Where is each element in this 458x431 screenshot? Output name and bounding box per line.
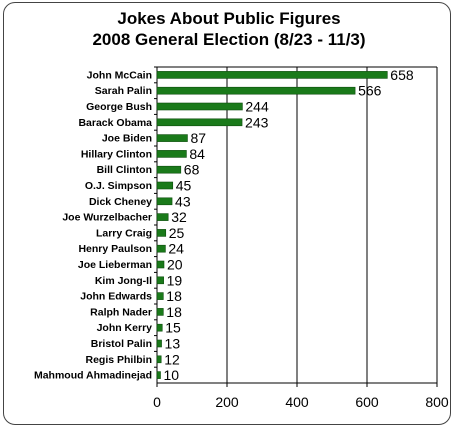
value-label: 24 — [168, 241, 184, 257]
bar — [156, 134, 188, 142]
category-label: Henry Paulson — [78, 243, 152, 255]
value-label: 12 — [164, 351, 180, 367]
x-tick-label: 800 — [425, 394, 449, 410]
category-label: Larry Craig — [96, 227, 152, 239]
bar — [156, 323, 163, 332]
value-label: 84 — [189, 146, 205, 162]
category-label: Ralph Nader — [90, 306, 152, 318]
category-label: Sarah Palin — [95, 85, 152, 97]
category-label: Joe Biden — [102, 133, 152, 145]
category-label: Bristol Palin — [91, 338, 152, 350]
category-label: Mahmoud Ahmadinejad — [34, 370, 152, 382]
chart-title-line-2: 2008 General Election (8/23 - 11/3) — [92, 30, 366, 49]
category-label: John Kerry — [97, 322, 153, 334]
bar — [156, 229, 167, 237]
bar — [156, 118, 243, 127]
value-label: 20 — [167, 257, 183, 273]
x-tick-label: 600 — [355, 394, 379, 410]
value-label: 45 — [176, 178, 192, 194]
value-label: 25 — [169, 225, 185, 241]
category-label: Bill Clinton — [97, 164, 152, 176]
bar — [156, 355, 162, 364]
bar — [156, 371, 161, 379]
category-label: Kim Jong-Il — [95, 275, 152, 287]
bar — [156, 150, 187, 158]
bar — [156, 181, 174, 190]
bar — [156, 197, 173, 206]
category-label: Joe Wurzelbacher — [62, 212, 152, 224]
value-label: 18 — [166, 304, 182, 320]
bar — [156, 86, 356, 95]
value-label: 32 — [171, 209, 187, 225]
value-label: 18 — [166, 288, 182, 304]
bar — [156, 339, 162, 348]
category-label: Joe Lieberman — [78, 259, 152, 271]
x-tick-label: 400 — [285, 394, 309, 410]
bar — [156, 292, 164, 300]
category-label: Hillary Clinton — [81, 148, 152, 160]
bar — [156, 308, 164, 316]
category-label: Barack Obama — [78, 117, 152, 129]
category-label: O.J. Simpson — [85, 180, 152, 192]
value-label: 10 — [164, 367, 180, 383]
category-label: Dick Cheney — [89, 196, 152, 208]
category-label: Regis Philbin — [85, 354, 152, 366]
x-tick-label: 200 — [215, 394, 239, 410]
bar — [156, 244, 166, 253]
category-label: George Bush — [86, 101, 152, 113]
bar — [156, 102, 243, 111]
value-label: 43 — [175, 193, 191, 209]
value-label: 244 — [245, 99, 269, 115]
bar — [156, 276, 164, 285]
value-label: 13 — [165, 336, 181, 352]
bar — [156, 165, 182, 174]
value-label: 68 — [184, 162, 200, 178]
bar — [156, 260, 165, 269]
value-label: 87 — [190, 130, 206, 146]
category-label: John Edwards — [80, 291, 152, 303]
x-tick-label: 0 — [153, 394, 161, 410]
value-label: 658 — [390, 67, 414, 83]
category-label: John McCain — [87, 69, 152, 81]
bar — [156, 71, 388, 79]
bar — [156, 213, 169, 221]
value-label: 15 — [165, 320, 181, 336]
value-label: 19 — [167, 272, 183, 288]
chart-title-line-1: Jokes About Public Figures — [117, 9, 341, 28]
value-label: 243 — [245, 114, 269, 130]
value-label: 566 — [358, 83, 382, 99]
